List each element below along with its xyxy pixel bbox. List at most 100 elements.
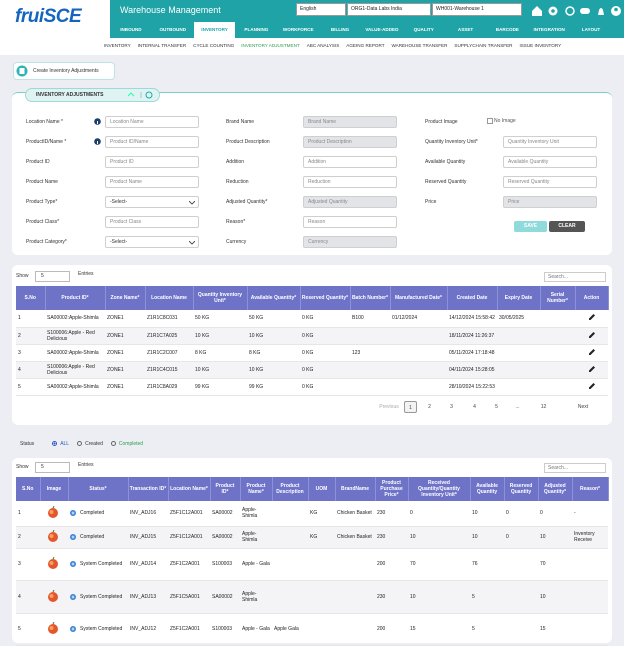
subnav-item[interactable]: AGEING REPORT <box>346 43 385 48</box>
nav-item[interactable]: VALUE-ADDED <box>365 27 399 32</box>
table-cell: KG <box>308 501 335 527</box>
text-input[interactable]: Available Quantity <box>503 156 597 168</box>
text-input[interactable]: Location Name <box>105 116 199 128</box>
data-table: S.No Image Status* Transaction ID* Location … <box>16 477 609 646</box>
field-label: Location Name * <box>26 119 63 125</box>
text-input[interactable]: Addition <box>303 156 397 168</box>
table-body: 1 SA00002:Apple-Shimla ZONE1 Z1R1C8C031 50 K… <box>16 310 608 396</box>
table-cell <box>540 327 575 345</box>
action-cell <box>575 378 608 396</box>
nav-item[interactable]: INBOUND <box>120 27 142 32</box>
text-input[interactable]: Reduction <box>303 176 397 188</box>
action-cell <box>575 327 608 345</box>
image-icon-wrap <box>487 118 493 126</box>
product-image <box>48 529 58 542</box>
page-link[interactable]: 4 <box>473 404 476 410</box>
image-icon <box>487 118 493 124</box>
nav-item[interactable]: INVENTORY <box>193 22 236 38</box>
table-cell: 05/11/2024 17:18:48 <box>447 344 497 362</box>
status-text: System Completed <box>80 561 123 567</box>
table-cell <box>540 378 575 396</box>
page-link[interactable]: 5 <box>495 404 498 410</box>
field-label: Brand Name <box>226 119 255 125</box>
table-cell <box>540 344 575 362</box>
subnav-item[interactable]: INVENTORY <box>104 43 131 48</box>
column-header: Reason* <box>572 477 609 501</box>
table-cell: 10 KG <box>247 327 300 345</box>
nav-item[interactable]: QUALITY <box>413 27 434 32</box>
text-input[interactable]: Product Name <box>105 176 199 188</box>
help-icon[interactable] <box>565 6 575 16</box>
form-button[interactable]: CLEAR <box>549 221 585 232</box>
text-input[interactable]: Product ID/Name <box>105 136 199 148</box>
text-input[interactable]: Reason <box>303 216 397 228</box>
table-cell <box>40 580 68 614</box>
field-label: Quantity Inventory Unit* <box>425 139 478 145</box>
radio[interactable] <box>52 441 58 447</box>
link-icon[interactable] <box>580 8 590 14</box>
text-input: Brand Name <box>303 116 397 128</box>
status-option[interactable]: ALL <box>60 441 70 447</box>
table-cell: Z1R1C8C031 <box>145 310 193 328</box>
page-link[interactable]: 2 <box>428 404 431 410</box>
page-link[interactable]: 1 <box>404 401 417 413</box>
subnav-item[interactable]: CYCLE COUNTING <box>193 43 235 48</box>
table-cell: Apple Gala <box>272 613 308 646</box>
status-option[interactable]: Completed <box>118 441 144 447</box>
subnav-item[interactable]: ISSUE INVENTORY <box>519 43 562 48</box>
nav-item[interactable]: WORKFORCE <box>282 27 314 32</box>
subnav-item[interactable]: ABC ANALYSIS <box>306 43 340 48</box>
language-select[interactable]: English <box>296 3 346 16</box>
table-cell: 4 <box>16 580 40 614</box>
search-input[interactable]: Search... <box>544 463 606 473</box>
page-link[interactable]: Previous <box>379 404 399 410</box>
nav-item[interactable]: LAYOUT <box>581 27 601 32</box>
page-size-select[interactable]: 5 <box>35 271 70 282</box>
radio[interactable] <box>110 441 116 447</box>
table-cell <box>390 378 447 396</box>
warehouse-select[interactable]: WH001-Warehouse 1 <box>432 3 522 16</box>
status-text: Completed <box>80 510 105 517</box>
form-button[interactable]: SAVE <box>514 221 547 232</box>
subnav-item[interactable]: INTERNAL TRANSFER <box>137 43 187 48</box>
table-cell: 10 <box>538 580 572 614</box>
nav-item[interactable]: INTEGRATION <box>533 27 565 32</box>
status-option[interactable]: Created <box>85 441 103 447</box>
subnav-item[interactable]: INVENTORY ADJUSTMENT <box>241 43 300 48</box>
table-cell: Z1R1C8A029 <box>145 378 193 396</box>
text-input[interactable]: Product ID <box>105 156 199 168</box>
nav-item[interactable]: BILLING <box>330 27 350 32</box>
table-cell: 4 <box>16 361 45 379</box>
table-cell: Apple - Gala <box>240 613 272 646</box>
text-input[interactable]: Reserved Quantity <box>503 176 597 188</box>
page-size-select[interactable]: 5 <box>35 462 70 473</box>
radio[interactable] <box>77 441 83 447</box>
select-input[interactable]: -Select- <box>105 196 199 208</box>
table-row: 5 SA00002:Apple-Shimla ZONE1 Z1R1C8A029 99 K… <box>16 378 608 396</box>
expand-icon-wrap <box>70 510 76 517</box>
page-link[interactable]: 12 <box>540 404 547 410</box>
search-input[interactable]: Search... <box>544 272 606 282</box>
subnav-item[interactable]: WAREHOUSE TRANSFER <box>391 43 448 48</box>
nav-item[interactable]: OUTBOUND <box>159 27 187 32</box>
product-image-wrap <box>47 556 66 571</box>
nav-item[interactable]: ASSET <box>457 27 474 32</box>
select-input[interactable]: -Select- <box>105 236 199 248</box>
bell-icon[interactable] <box>598 8 604 15</box>
page-link[interactable]: Next <box>577 404 589 410</box>
page-link[interactable]: ... <box>515 404 520 410</box>
nav-item[interactable]: BARCODE <box>495 27 519 32</box>
table-cell <box>497 378 540 396</box>
subnav-item[interactable]: SUPPLYCHAIN TRANSFER <box>454 43 513 48</box>
table-row: 5 System Completed INV_ADJ12 Z5F1C2A001 S100… <box>16 613 608 646</box>
text-input[interactable]: Quantity Inventory Unit <box>503 136 597 148</box>
home-icon[interactable] <box>532 6 542 16</box>
nav-item[interactable]: PLANNING <box>244 27 269 32</box>
organization-select[interactable]: ORG1-Data Labs India <box>347 3 431 16</box>
column-header: Product Purchase Price* <box>375 477 409 501</box>
create-button[interactable]: Create Inventory Adjustments <box>13 62 115 80</box>
table-cell: Apple - Gala <box>240 548 272 581</box>
text-input[interactable]: Product Class <box>105 216 199 228</box>
page-link[interactable]: 3 <box>450 404 453 410</box>
table-cell <box>350 378 390 396</box>
